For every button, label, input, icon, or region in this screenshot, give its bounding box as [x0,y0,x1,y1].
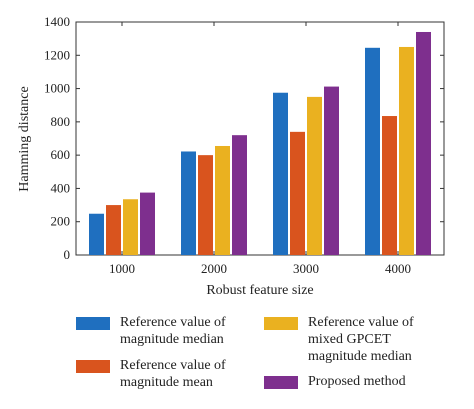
bar-series-1-2000 [181,151,196,255]
bar-series-4-2000 [232,135,247,255]
y-tick-label: 400 [51,180,71,195]
y-tick-label: 1000 [44,81,70,96]
y-tick-label: 800 [51,114,71,129]
bar-series-3-3000 [307,96,322,256]
y-tick-label: 0 [64,247,71,262]
bar-series-1-3000 [273,92,288,255]
bar-series-3-4000 [399,46,414,255]
bar-series-4-1000 [140,192,155,255]
bar-series-1-4000 [365,47,380,255]
y-axis-title: Hamming distance [17,86,32,191]
x-axis-title: Robust feature size [206,283,313,298]
y-tick-label: 600 [51,147,71,162]
bar-series-2-3000 [290,131,305,255]
bar-series-2-1000 [106,205,121,255]
bar-series-4-4000 [416,31,431,255]
x-tick-label: 3000 [293,261,319,276]
bar-series-3-1000 [123,199,138,255]
y-tick-label: 1200 [44,47,70,62]
x-tick-label: 2000 [201,261,227,276]
bar-series-2-4000 [382,116,397,256]
plot-area-frame [75,21,445,256]
y-tick-label: 1400 [44,14,70,29]
bar-series-1-1000 [89,213,104,255]
bar-series-3-2000 [215,145,230,255]
x-tick-label: 4000 [385,261,411,276]
bar-series-2-2000 [198,155,213,255]
x-tick-label: 1000 [109,261,135,276]
bar-series-4-3000 [324,86,339,256]
y-tick-label: 200 [51,214,71,229]
